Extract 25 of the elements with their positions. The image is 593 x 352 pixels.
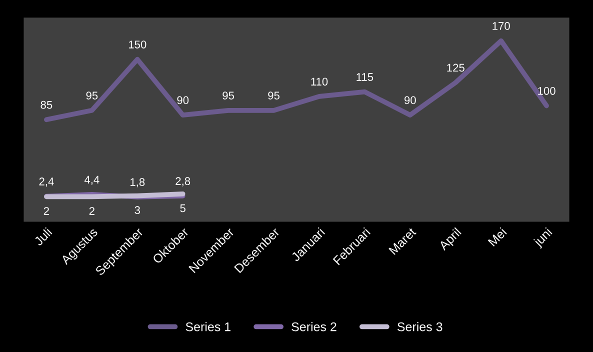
data-label: 95 (268, 92, 280, 100)
data-label: 4,4 (84, 176, 100, 185)
data-label: 95 (222, 92, 234, 100)
data-label: 100 (538, 86, 556, 95)
data-label: 85 (40, 100, 52, 109)
data-label: 5 (180, 204, 186, 212)
data-label: 110 (311, 78, 328, 86)
data-label: 2,8 (176, 177, 190, 186)
data-label: 3 (134, 206, 140, 214)
legend-label: Series 3 (397, 322, 442, 332)
legend-label: Series 2 (292, 322, 336, 332)
x-tick-label: Juli (33, 227, 52, 246)
data-label: 90 (404, 96, 416, 104)
data-label: 2 (89, 207, 94, 215)
data-label: 90 (177, 96, 189, 104)
data-label: 115 (356, 73, 374, 81)
data-label: 95 (86, 92, 98, 100)
data-label: 2 (44, 207, 49, 215)
data-label: 125 (447, 64, 464, 72)
x-tick-label: Mei (488, 227, 507, 247)
data-label: 150 (128, 40, 146, 48)
legend-label: Series 1 (186, 322, 230, 332)
data-label: 170 (492, 22, 510, 30)
data-label: 1,8 (130, 178, 145, 188)
data-label: 2,4 (39, 178, 54, 187)
